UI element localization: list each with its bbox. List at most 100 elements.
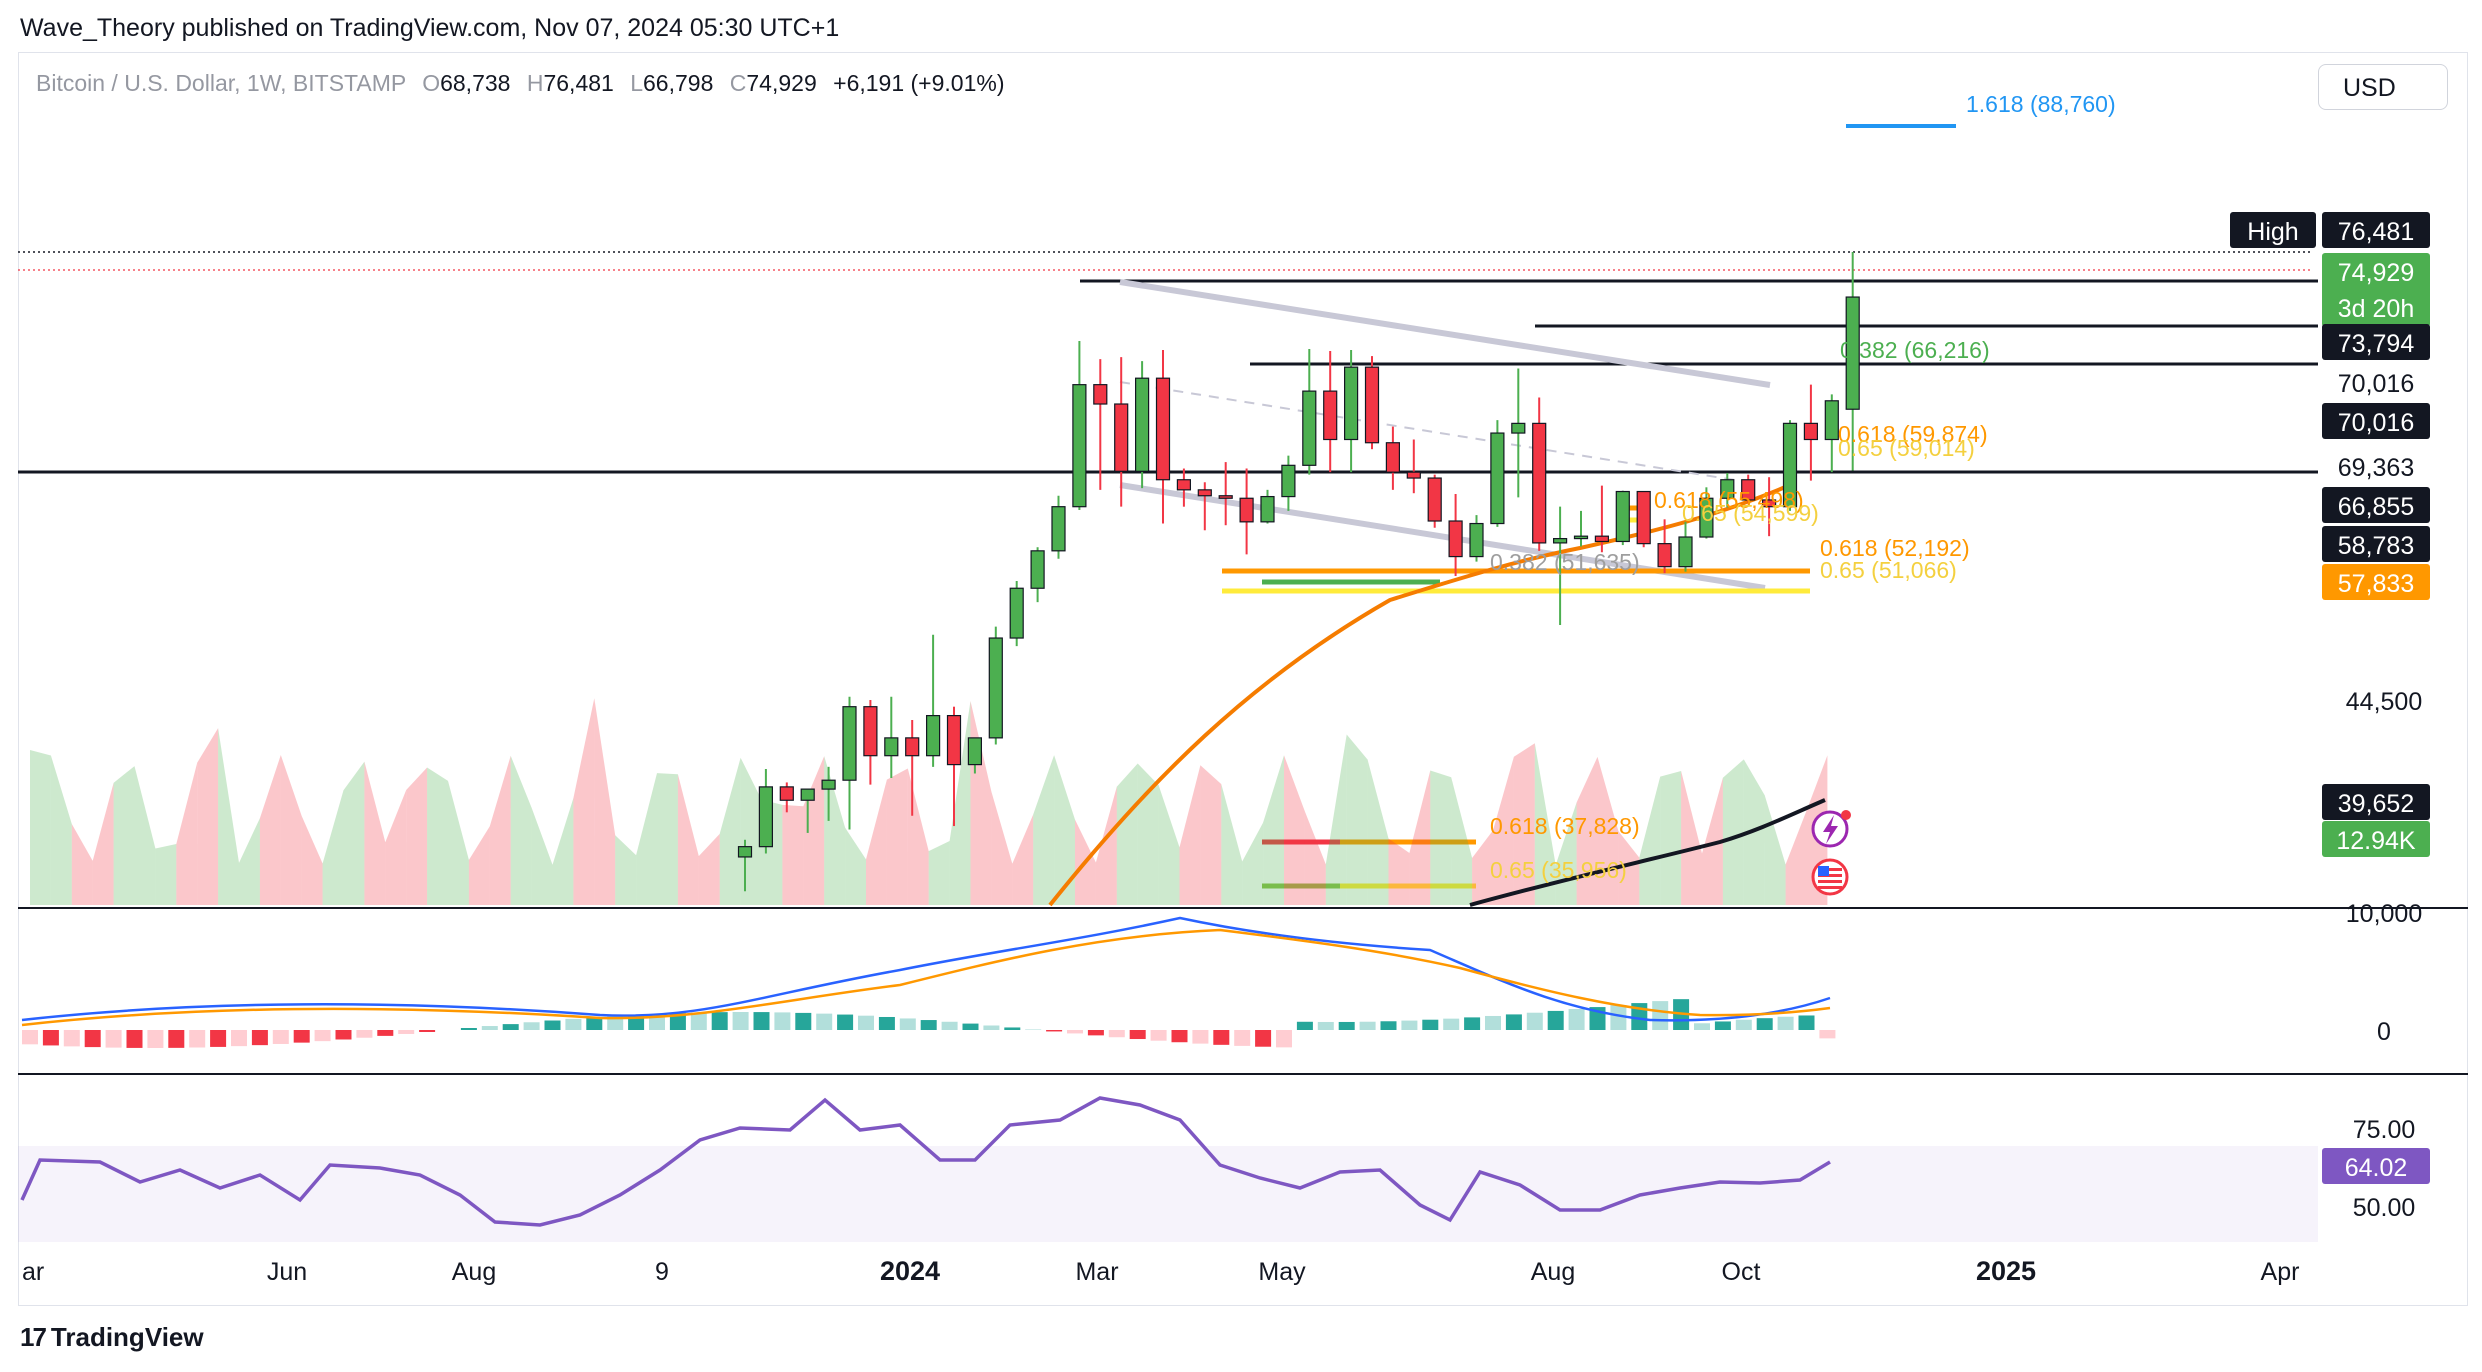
macd-histogram-bar <box>335 1030 352 1040</box>
macd-histogram-bar <box>941 1021 958 1030</box>
macd-histogram-bar <box>1171 1030 1188 1043</box>
fib-label: 0.382 (51,635) <box>1490 549 1640 575</box>
candle-body <box>1030 550 1045 589</box>
chart-frame <box>18 52 2468 1306</box>
macd-histogram-bar <box>1380 1021 1397 1030</box>
price-badge: 58,783 <box>2322 526 2430 562</box>
volume-segment <box>1451 777 1473 905</box>
macd-histogram-bar <box>1234 1030 1251 1046</box>
tradingview-logo-text: TradingView <box>50 1322 204 1352</box>
time-axis-label: May <box>1258 1258 1306 1286</box>
price-axis-tick: 10,000 <box>2346 900 2422 928</box>
volume-segment <box>1576 756 1598 905</box>
candle <box>1072 341 1087 511</box>
candle <box>1197 482 1212 531</box>
candle <box>1427 474 1442 528</box>
volume-segment <box>1263 755 1284 905</box>
price-badge: 74,929 3d 20h <box>2322 253 2430 327</box>
candle-body <box>1406 471 1421 479</box>
macd-histogram-bar <box>565 1018 582 1030</box>
macd-histogram-bar <box>1798 1015 1815 1030</box>
us-flag-icon[interactable] <box>1811 858 1849 896</box>
time-axis-label: Aug <box>452 1258 496 1286</box>
volume-segment <box>1702 777 1723 905</box>
publish-line: Wave_Theory published on TradingView.com… <box>20 14 840 42</box>
macd-histogram-bar <box>502 1024 519 1030</box>
macd-histogram-bar <box>1694 1023 1710 1030</box>
volume-segment <box>1200 765 1222 905</box>
price-badge: 39,652 <box>2322 784 2430 820</box>
candle-body <box>1782 422 1798 508</box>
macd-histogram-bar <box>42 1030 59 1046</box>
candle <box>1845 252 1860 471</box>
candle <box>1552 506 1568 625</box>
candle <box>1406 439 1421 494</box>
candles[interactable] <box>737 252 1860 892</box>
open-value: 68,738 <box>440 70 511 96</box>
volume-segment <box>322 790 344 905</box>
candle-body <box>1761 499 1777 508</box>
price-badge: 66,855 <box>2322 487 2430 523</box>
volume-segment <box>594 698 616 905</box>
candle-body <box>1845 296 1860 410</box>
macd-histogram-bar <box>1505 1014 1522 1030</box>
candle-body <box>1260 495 1275 523</box>
badge-text: 76,481 <box>2338 218 2414 246</box>
symbol-name[interactable]: Bitcoin / U.S. Dollar, 1W, BITSTAMP <box>36 70 406 96</box>
macd-histogram-bar <box>1025 1029 1042 1030</box>
volume-segment <box>636 773 657 905</box>
candle <box>737 839 753 892</box>
macd-histogram-bar <box>858 1015 874 1030</box>
volume-segment <box>1639 776 1661 905</box>
currency-button[interactable]: USD <box>2318 64 2448 110</box>
macd-histogram-bar <box>481 1026 498 1030</box>
volume-segment <box>134 766 156 905</box>
time-axis-label: ar <box>22 1258 44 1286</box>
candle <box>779 782 794 813</box>
price-badge: 12.94K <box>2322 821 2430 857</box>
candle-body <box>1741 479 1756 501</box>
volume-segment <box>427 767 448 905</box>
badge-text: 64.02 <box>2345 1154 2408 1182</box>
candle <box>1803 384 1819 481</box>
candle <box>1490 420 1505 527</box>
macd-histogram-bar <box>983 1025 1000 1030</box>
volume-segment <box>92 782 114 905</box>
volume-segment <box>1493 756 1514 905</box>
volume-segment <box>824 756 846 905</box>
macd-histogram-bar <box>1777 1016 1794 1030</box>
candle-body <box>1072 384 1087 508</box>
fib-label: 0.382 (66,216) <box>1840 337 1990 363</box>
macd-histogram-bar <box>84 1030 101 1048</box>
tradingview-logo[interactable]: 17 TradingView <box>20 1322 204 1353</box>
fib-label: 0.65 (54,599) <box>1682 500 1819 526</box>
badge-bg <box>2322 784 2430 820</box>
badge-bg <box>2322 821 2430 857</box>
rsi-band <box>18 1146 2318 1242</box>
rsi-pane <box>20 1096 1831 1227</box>
candle-body <box>1532 422 1547 544</box>
volume-segment <box>259 755 281 905</box>
badge-bg <box>2322 448 2430 484</box>
volume-segment <box>615 835 637 905</box>
flash-icon[interactable] <box>1811 810 1851 848</box>
candle <box>1302 349 1317 475</box>
candle <box>1448 494 1463 577</box>
high-key: H <box>526 70 544 96</box>
tradingview-logo-icon: 17 <box>20 1322 47 1352</box>
macd-histogram-bar <box>607 1016 624 1030</box>
candle <box>1385 426 1401 490</box>
badge-text: 74,929 <box>2338 259 2414 287</box>
candle <box>863 700 878 785</box>
candle <box>1281 455 1296 511</box>
candle <box>1260 489 1275 524</box>
candle-body <box>800 788 815 801</box>
macd-histogram-bar <box>1652 1001 1669 1030</box>
candle-body <box>1281 464 1296 498</box>
candle <box>1615 490 1630 546</box>
price-badge: 69,363 <box>2322 448 2430 484</box>
macd-histogram-bar <box>962 1023 979 1030</box>
candle-body <box>1364 366 1380 444</box>
high-value: 76,481 <box>543 70 614 96</box>
